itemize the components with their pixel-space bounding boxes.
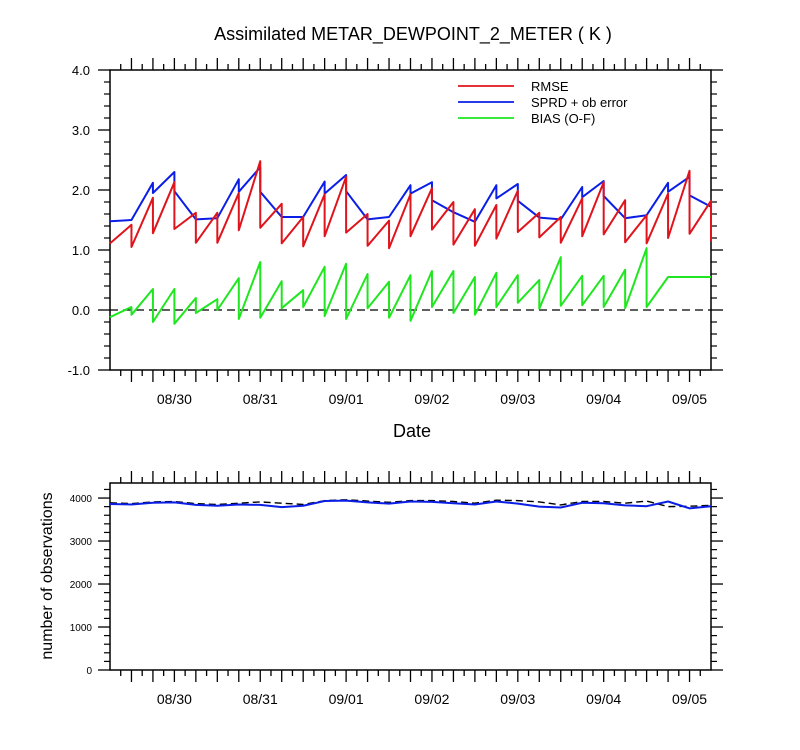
y-tick-label: -1.0 — [68, 363, 90, 378]
x-tick-label: 08/31 — [243, 691, 278, 707]
x-tick-label: 08/31 — [243, 391, 278, 407]
y-tick-label: 4000 — [70, 494, 93, 505]
x-tick-label: 09/02 — [414, 691, 449, 707]
top-ticks — [98, 58, 723, 382]
bottom-series — [109, 499, 712, 510]
y-tick-label: 3.0 — [72, 123, 90, 138]
bias-line — [109, 247, 711, 325]
x-tick-label: 09/01 — [329, 691, 364, 707]
x-tick-label: 09/03 — [500, 391, 535, 407]
top-y-tick-labels: -1.0 0.0 1.0 2.0 3.0 4.0 — [68, 63, 90, 378]
x-tick-label: 09/04 — [586, 691, 621, 707]
x-axis-label: Date — [393, 421, 431, 441]
x-tick-label: 09/04 — [586, 391, 621, 407]
y-tick-label: 0 — [86, 666, 92, 677]
bottom-x-tick-labels: 08/30 08/31 09/01 09/02 09/03 09/04 09/05 — [157, 691, 707, 707]
y-tick-label: 1.0 — [72, 243, 90, 258]
x-tick-label: 09/03 — [500, 691, 535, 707]
top-x-tick-labels: 08/30 08/31 09/01 09/02 09/03 09/04 09/05 — [157, 391, 707, 407]
y-tick-label: 2000 — [70, 580, 93, 591]
x-tick-label: 09/01 — [329, 391, 364, 407]
y-tick-label: 1000 — [70, 623, 93, 634]
legend-label: SPRD + ob error — [531, 95, 628, 110]
chart-title: Assimilated METAR_DEWPOINT_2_METER ( K ) — [214, 24, 612, 45]
y-tick-label: 2.0 — [72, 183, 90, 198]
bottom-plot-frame — [109, 482, 712, 671]
y-tick-label: 0.0 — [72, 303, 90, 318]
rmse-line — [109, 160, 712, 250]
x-tick-label: 09/02 — [414, 391, 449, 407]
x-tick-label: 09/05 — [672, 691, 707, 707]
assimilated-obs-line — [109, 499, 712, 510]
legend-label: RMSE — [531, 79, 569, 94]
bottom-ticks — [98, 471, 723, 682]
x-tick-label: 09/05 — [672, 391, 707, 407]
top-panel: -1.0 0.0 1.0 2.0 3.0 4.0 08/30 08/31 09/01 09/02… — [68, 58, 723, 407]
x-tick-label: 08/30 — [157, 391, 192, 407]
top-series — [109, 160, 712, 325]
y-tick-label: 4.0 — [72, 63, 90, 78]
x-tick-label: 08/30 — [157, 691, 192, 707]
bottom-panel: 0 1000 2000 3000 4000 08/30 08/31 09/01 09/02 09… — [70, 471, 723, 707]
legend-label: BIAS (O-F) — [531, 111, 595, 126]
y-tick-label: 3000 — [70, 537, 93, 548]
y-axis-label-observations: number of observations — [39, 492, 56, 659]
bottom-y-tick-labels: 0 1000 2000 3000 4000 — [70, 494, 93, 677]
